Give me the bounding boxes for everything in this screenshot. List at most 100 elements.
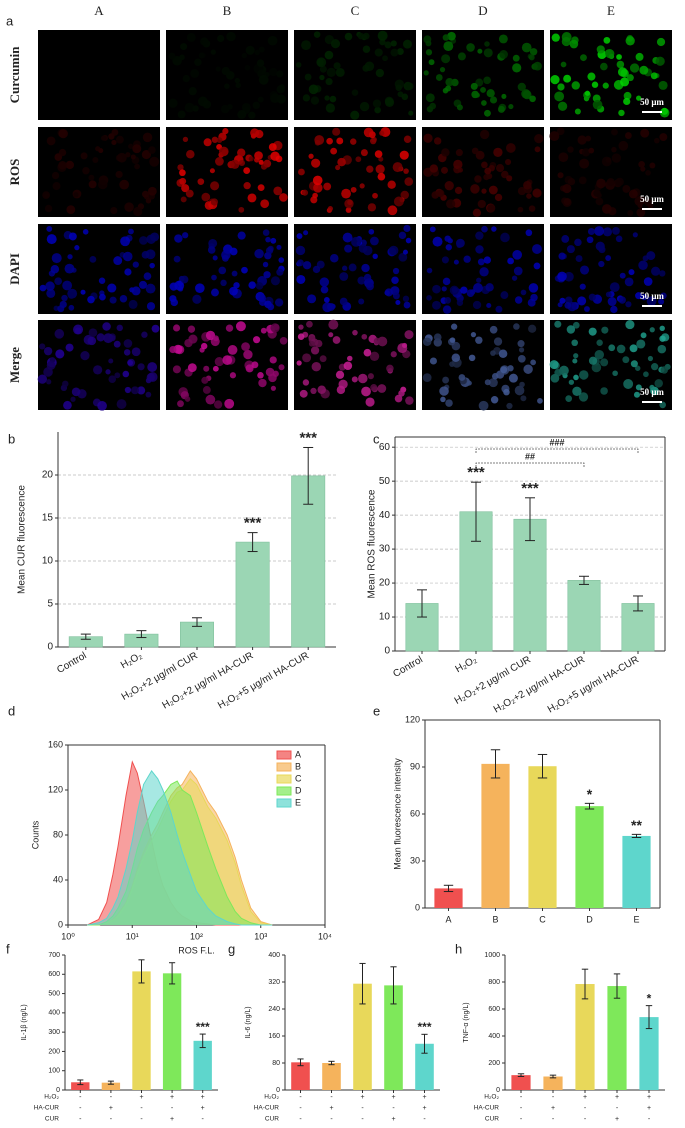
cell [600,62,608,71]
cell [90,59,99,69]
cell [601,156,612,167]
cell [608,344,616,352]
cell [187,325,196,333]
cell [221,66,230,76]
cell [237,231,246,240]
condition-name: CUR [485,1116,499,1123]
y-tick-label: 400 [488,1033,500,1040]
cell [483,76,491,85]
cell [185,189,194,198]
cell [345,207,352,213]
cell [556,127,565,136]
cell [638,260,648,271]
x-tick-label: H₂O₂+5 μg/ml HA-CUR [216,650,311,711]
cell [208,238,218,248]
cell [554,369,562,377]
cell [117,152,127,163]
cell [363,348,372,357]
cell [625,320,635,330]
cell [267,35,278,46]
cell [386,364,394,373]
condition-sign: - [520,1105,523,1112]
cell [272,370,279,377]
cell [310,387,317,395]
cell [512,63,522,73]
cell [235,82,241,89]
cell [182,136,189,143]
cell [201,192,211,202]
scale-bar-label: 50 μm [640,194,664,204]
cell [257,372,264,379]
cell [529,48,538,56]
y-tick-label: 1000 [484,952,500,959]
cell [506,175,513,182]
cell [623,379,634,389]
cell [571,81,580,90]
cell [615,177,624,186]
condition-sign: + [615,1116,619,1123]
cell [449,361,455,367]
cell [58,161,67,170]
cell [445,244,452,251]
cell [504,158,512,166]
cell [557,101,568,111]
cell [497,105,505,113]
cell [566,325,576,334]
x-tick-label: H₂O₂ [454,654,479,675]
y-tick-label: 60 [410,808,420,818]
cell [254,157,260,163]
cell [270,385,276,391]
cell [533,262,541,270]
bar [291,1062,310,1090]
legend-swatch [276,786,292,796]
cell [173,324,181,332]
cell [499,50,508,59]
cell [441,148,450,157]
cell [554,91,565,102]
cell [514,296,523,304]
cell [151,324,160,333]
cell [67,254,73,260]
y-tick-label: 40 [379,510,391,521]
cell [130,154,136,160]
cell [367,203,377,212]
cell [274,298,284,307]
cell [128,68,139,78]
y-tick-label: 700 [48,952,60,959]
cell [477,258,485,266]
condition-sign: - [584,1105,587,1112]
cell [143,272,152,280]
cell [573,374,579,381]
cell [442,377,449,384]
cell [308,153,314,159]
cell [479,267,489,277]
cell [218,266,227,275]
cell [596,178,606,189]
cell [97,98,105,106]
cell [366,165,374,173]
cell [474,92,480,98]
cell [270,323,280,333]
x-tick-label: H₂O₂+2 μg/ml HA-CUR [492,654,587,715]
condition-sign: - [423,1116,426,1123]
row-label: Merge [7,347,22,383]
cell [659,325,665,331]
cell [215,66,221,72]
cell [630,360,638,368]
cell [323,297,330,303]
cell [616,54,622,60]
cell [265,246,274,255]
cell [646,296,657,306]
x-tick-label: H₂O₂+5 μg/ml HA-CUR [546,654,641,715]
condition-sign: + [647,1105,651,1112]
cell [352,329,358,336]
cell [643,371,649,378]
y-tick-label: 300 [48,1029,60,1036]
condition-name: H₂O₂ [484,1094,499,1101]
cell [170,298,179,307]
x-tick-label: E [633,914,639,924]
cell [319,355,327,363]
cell [80,152,88,160]
cell [475,150,485,160]
